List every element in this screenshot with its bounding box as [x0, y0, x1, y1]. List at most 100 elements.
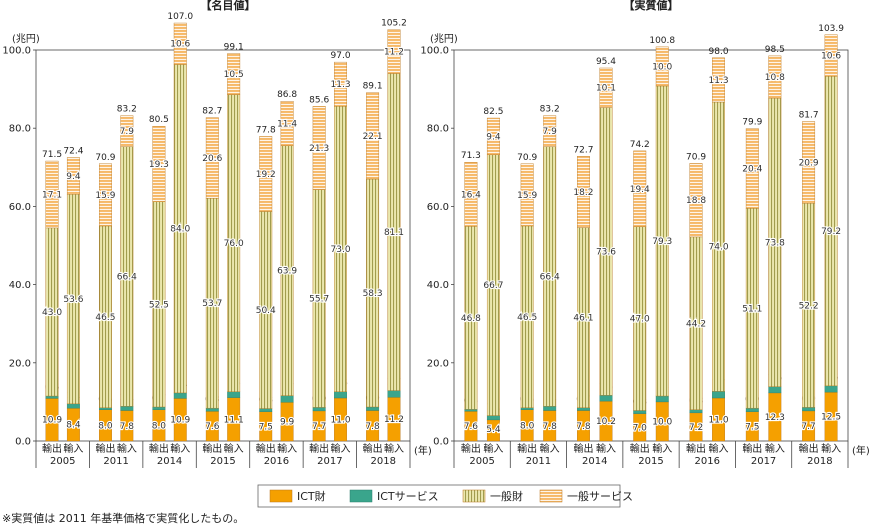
x-category-label: 輸出	[256, 442, 276, 455]
total-label: 83.2	[540, 105, 560, 115]
bar-segment-general-services	[655, 46, 669, 87]
bar-segment-general-services	[259, 136, 273, 212]
data-label: 7.6	[464, 422, 479, 432]
x-category-label: 輸入	[224, 442, 244, 455]
data-label: 10.0	[652, 62, 672, 72]
bar-segment-ict-services	[334, 391, 347, 399]
plot-frame	[453, 49, 849, 442]
data-label: 7.9	[543, 127, 558, 137]
legend-box	[257, 484, 621, 508]
data-label: 8.0	[152, 421, 167, 431]
data-label: 12.5	[821, 413, 841, 423]
bar-segment-ict-services	[464, 409, 478, 412]
data-label: 10.0	[652, 417, 672, 427]
chart-title: 【名目値】	[201, 0, 256, 12]
data-label: 11.0	[709, 415, 729, 425]
bar-2011-import: 7.81.166.47.983.2	[539, 105, 561, 442]
data-label: 10.9	[42, 416, 62, 426]
x-category-label: 輸出	[95, 442, 115, 455]
bar-segment-ict-services	[45, 395, 59, 399]
data-label: 12.3	[765, 413, 785, 423]
x-category-label: 輸入	[765, 442, 785, 455]
bar-2014-export: 7.80.746.118.272.7	[572, 145, 595, 442]
y-tick-label: 60.0	[9, 202, 31, 213]
x-category-label: 輸入	[170, 442, 190, 455]
total-label: 72.4	[63, 147, 83, 157]
data-label: 11.1	[224, 415, 244, 425]
data-label: 10.6	[170, 40, 190, 50]
y-tick-label: 0.0	[433, 437, 449, 448]
total-label: 77.8	[256, 125, 276, 135]
data-label: 46.5	[517, 313, 537, 323]
y-tick-label: 20.0	[427, 358, 449, 369]
total-label: 98.5	[765, 45, 785, 55]
y-tick-label: 20.0	[9, 358, 31, 369]
total-label: 89.1	[363, 82, 383, 92]
bar-segment-ict-services	[387, 390, 401, 398]
x-category-label: 輸入	[540, 442, 560, 455]
x-year-label: 2005	[50, 456, 75, 467]
x-category-label: 輸出	[517, 442, 537, 455]
data-label: 7.5	[745, 422, 759, 432]
y-tick-label: 100.0	[2, 46, 31, 57]
total-label: 97.0	[331, 51, 351, 61]
total-label: 99.1	[224, 43, 244, 53]
legend-label: 一般サービス	[567, 490, 633, 503]
y-tick-label: 100.0	[420, 46, 449, 57]
data-label: 63.9	[277, 267, 297, 277]
bar-segment-ict-services	[173, 392, 187, 399]
x-category-label: 輸出	[42, 442, 62, 455]
bar-segment-ict-services	[824, 385, 838, 393]
x-year-label: 2011	[103, 456, 128, 467]
total-label: 85.6	[309, 95, 329, 105]
total-label: 86.8	[277, 90, 297, 100]
bar-segment-ict-services	[99, 407, 112, 410]
bar-segment-general-services	[577, 156, 590, 228]
data-label: 18.2	[573, 188, 593, 198]
data-label: 22.1	[363, 132, 383, 142]
total-label: 71.5	[42, 150, 62, 160]
bar-segment-general-services	[486, 117, 500, 155]
x-category-label: 輸入	[709, 442, 729, 455]
plot-frame	[35, 49, 411, 442]
bar-2011-import: 7.81.166.47.983.2	[116, 105, 138, 442]
data-label: 11.2	[384, 48, 404, 58]
data-label: 7.2	[689, 423, 703, 433]
data-label: 18.8	[686, 196, 706, 206]
bar-segment-ict-services	[712, 391, 725, 399]
data-label: 21.3	[309, 144, 329, 154]
bar-2017-import: 12.31.673.810.898.5	[764, 45, 786, 442]
chart-canvas: 【名目値】 (兆円) 0.0 20.0 40.0 60.0 80.0 100.0 2005 201…	[2, 0, 870, 508]
data-label: 66.4	[540, 272, 560, 282]
data-label: 16.4	[461, 190, 481, 200]
data-label: 10.2	[596, 417, 616, 427]
bar-segment-general-services	[464, 162, 478, 227]
data-label: 19.2	[256, 170, 276, 180]
data-label: 55.7	[309, 294, 329, 304]
x-year-label: 2005	[469, 456, 494, 467]
bar-segment-general-services	[312, 106, 326, 190]
data-label: 81.1	[384, 228, 404, 238]
bar-segment-ict-services	[280, 395, 294, 403]
data-label: 10.5	[224, 70, 244, 80]
bar-2011-export: 8.00.546.515.970.9	[516, 153, 539, 442]
bar-segment-general-services	[173, 22, 187, 65]
chart-title: 【実質値】	[624, 0, 679, 12]
x-category-label: 輸出	[686, 442, 706, 455]
data-label: 9.4	[66, 172, 81, 182]
data-label: 66.4	[117, 272, 137, 282]
bar-segment-ict-services	[689, 409, 703, 414]
data-label: 10.6	[821, 51, 841, 61]
x-category-label: 輸入	[331, 442, 351, 455]
data-label: 7.7	[312, 422, 326, 432]
total-label: 70.9	[517, 153, 537, 163]
total-label: 70.9	[686, 152, 706, 162]
bar-2016-import: 9.91.763.911.486.8	[276, 90, 299, 442]
data-label: 11.3	[709, 76, 729, 86]
data-label: 9.9	[280, 418, 295, 428]
bar-segment-general-services	[366, 92, 380, 180]
bar-segment-ict-services	[802, 407, 816, 412]
bar-2018-export: 7.70.952.220.981.7	[797, 111, 820, 442]
